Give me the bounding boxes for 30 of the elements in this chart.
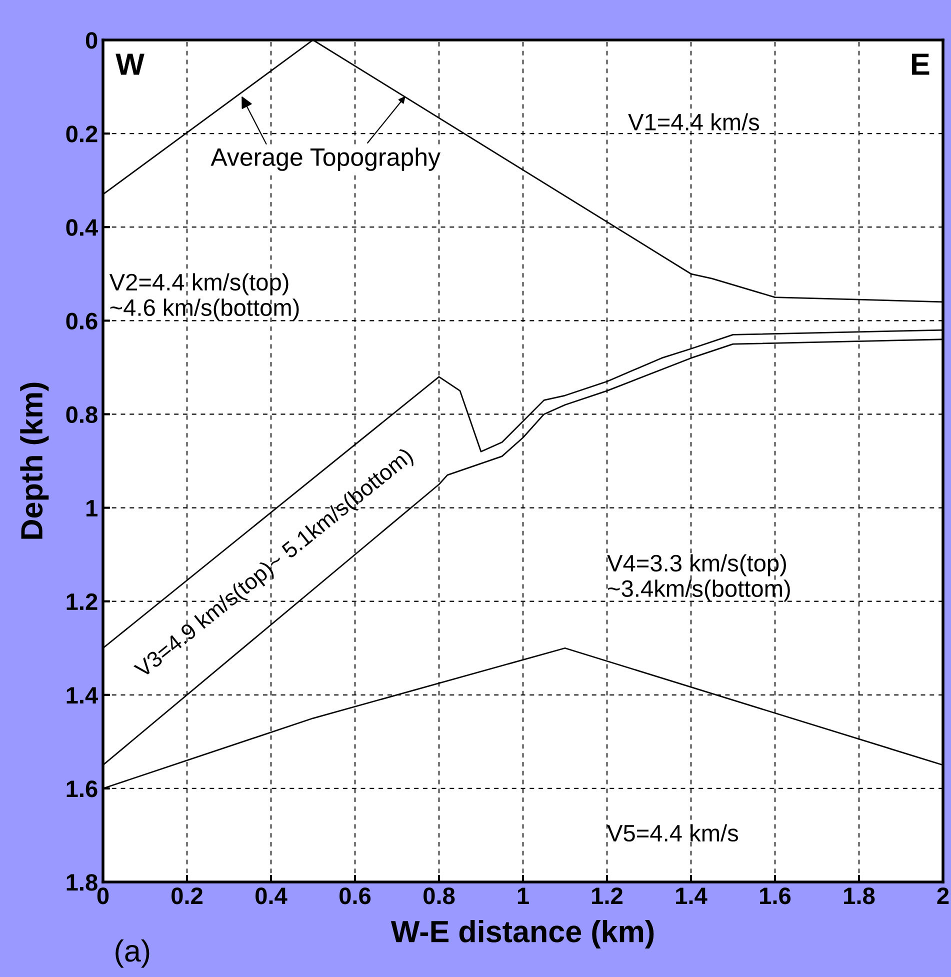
y-tick-label: 1.2 — [66, 593, 98, 610]
y-tick-label: 0.8 — [66, 406, 98, 424]
x-tick-label: 0.4 — [256, 887, 288, 904]
y-tick-label: 0.2 — [66, 126, 98, 142]
x-tick-label: 0.2 — [172, 887, 202, 904]
x-tick-label: 0.6 — [340, 887, 371, 904]
x-tick-label: 1.4 — [676, 888, 708, 904]
y-tick-label: 1.4 — [66, 687, 98, 704]
annotation: V5=4.4 km/s — [607, 824, 738, 842]
annotation: Average Topography — [210, 148, 440, 171]
y-tick-label: 0.4 — [66, 219, 98, 236]
text: (a) — [116, 939, 150, 968]
x-tick-label: 1 — [518, 888, 529, 904]
annotation: V1=4.4 km/s — [628, 113, 760, 131]
y-tick-label: 0 — [86, 32, 98, 49]
y-tick-label: 1.6 — [66, 780, 98, 798]
x-axis-title: W-E distance (km) — [390, 920, 654, 948]
x-tick-label: 1.8 — [844, 887, 875, 904]
x-tick-label: 1.2 — [592, 887, 622, 904]
y-tick-label: 1 — [86, 500, 98, 516]
x-tick-label: 0.8 — [424, 887, 455, 904]
x-tick-label: 1.6 — [760, 887, 791, 904]
annotation: E — [912, 54, 930, 75]
x-tick-label: 2 — [937, 887, 949, 904]
y-axis-title: Depth (km) — [20, 382, 49, 539]
annotation: V4=3.3 km/s(top) ~3.4km/s(bottom) — [607, 554, 790, 602]
annotation: W — [116, 54, 144, 75]
y-tick-label: 1.8 — [66, 874, 98, 891]
annotation: V2=4.4 km/s(top) ~4.6 km/s(bottom) — [109, 273, 299, 321]
y-tick-label: 0.6 — [66, 312, 98, 330]
